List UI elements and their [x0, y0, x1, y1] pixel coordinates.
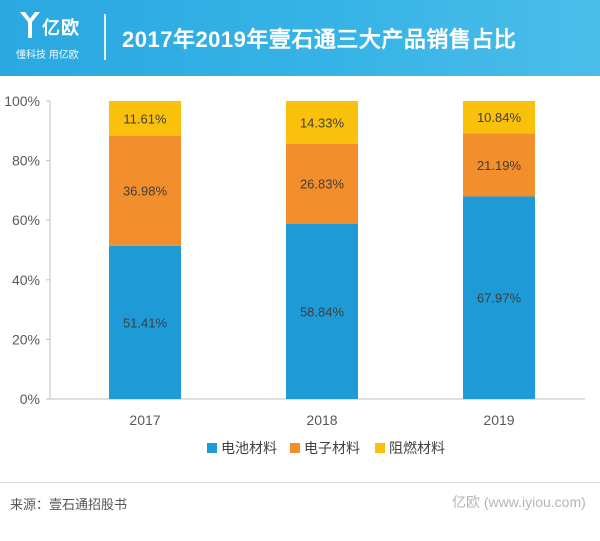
brand-name: 亿欧 — [42, 18, 80, 38]
header-banner: 亿欧 懂科技 用亿欧 2017年2019年壹石通三大产品销售占比 — [0, 0, 600, 76]
legend-swatch — [207, 443, 217, 453]
data-label: 67.97% — [477, 291, 522, 306]
y-tick-label: 20% — [12, 331, 40, 347]
bar-segment — [463, 196, 535, 399]
legend-label: 电池材料 — [221, 440, 277, 456]
y-tick-label: 100% — [4, 93, 40, 109]
y-tick-label: 80% — [12, 153, 40, 169]
legend-swatch — [290, 443, 300, 453]
footer-divider — [0, 482, 600, 483]
data-label: 10.84% — [477, 110, 522, 125]
bar-segment — [286, 223, 358, 399]
y-tick-label: 40% — [12, 272, 40, 288]
bar-segment — [109, 101, 181, 136]
x-tick-label: 2019 — [483, 412, 514, 428]
bar-segment — [463, 101, 535, 134]
data-label: 51.41% — [123, 315, 168, 330]
data-label: 36.98% — [123, 184, 168, 199]
brand-logo: 亿欧 懂科技 用亿欧 — [16, 10, 98, 66]
legend-swatch — [375, 443, 385, 453]
data-label: 21.19% — [477, 158, 522, 173]
chart-title: 2017年2019年壹石通三大产品销售占比 — [122, 27, 517, 52]
bar-segment — [286, 143, 358, 224]
data-label: 14.33% — [300, 115, 345, 130]
bar-segment — [286, 101, 358, 144]
logo-icon — [20, 12, 40, 38]
source-note: 来源：壹石通招股书 — [10, 497, 128, 512]
bar-segment — [109, 245, 181, 399]
header-divider — [104, 14, 106, 60]
bar-segment — [463, 133, 535, 197]
data-label: 26.83% — [300, 177, 345, 192]
x-tick-label: 2018 — [306, 412, 337, 428]
legend-label: 阻燃材料 — [389, 440, 445, 456]
stacked-bar-chart: 0% 20% 40% 60% 80% 100% 51.41% 36.98% 11.61% 2017… — [4, 93, 585, 456]
legend-label: 电子材料 — [304, 440, 360, 456]
bar-segment — [109, 135, 181, 246]
brand-slogan: 懂科技 用亿欧 — [16, 50, 79, 61]
x-tick-label: 2017 — [129, 412, 160, 428]
watermark: 亿欧 (www.iyiou.com) — [452, 494, 586, 510]
y-tick-label: 0% — [20, 391, 40, 407]
y-tick-label: 60% — [12, 212, 40, 228]
data-label: 11.61% — [123, 111, 167, 126]
data-label: 58.84% — [300, 304, 345, 319]
